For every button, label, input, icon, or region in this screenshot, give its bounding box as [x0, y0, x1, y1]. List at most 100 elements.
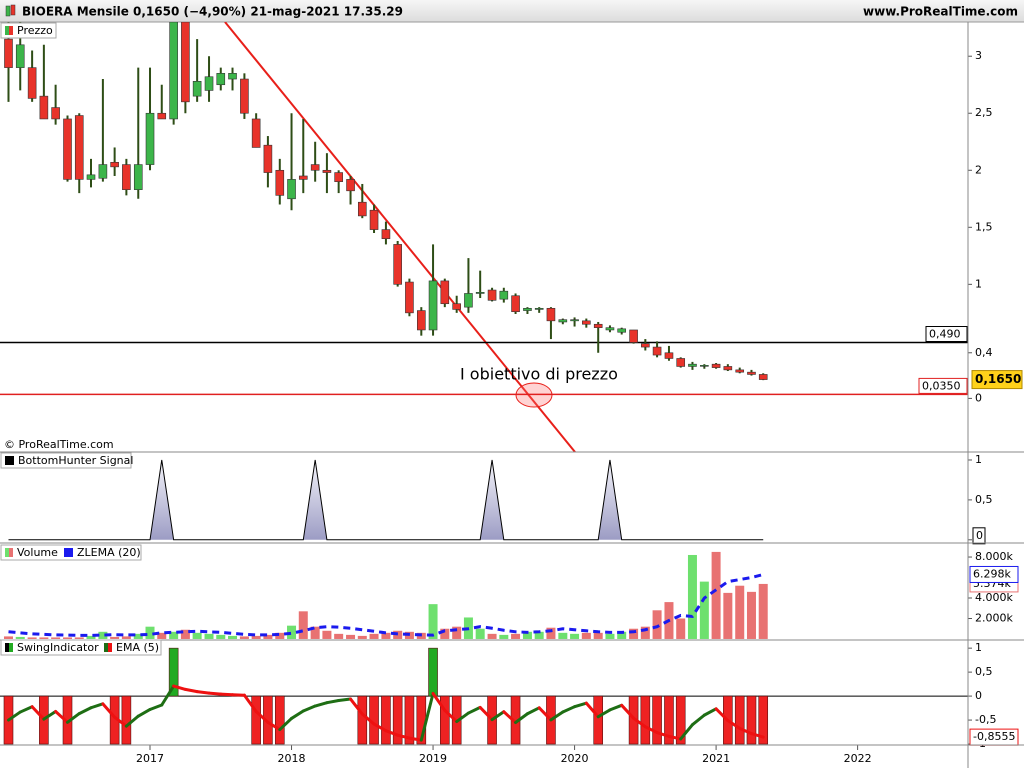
series-segment: [183, 687, 199, 694]
header-site[interactable]: www.ProRealTime.com: [863, 5, 1018, 19]
legend-icon: [9, 26, 13, 35]
y-tick-label: 3: [975, 49, 982, 62]
candle-body: [263, 144, 273, 173]
bar: [746, 591, 756, 639]
candle-body: [393, 244, 402, 285]
legend-box: [0, 452, 132, 469]
bar: [605, 633, 615, 639]
series-segment: [632, 716, 647, 729]
candle-body: [287, 179, 296, 200]
candle-body: [181, 22, 190, 103]
series-segment: [514, 712, 529, 725]
bar: [216, 634, 226, 639]
bar: [640, 626, 650, 639]
legend-label: EMA (5): [116, 641, 159, 654]
price-panel: [0, 22, 968, 452]
candle-body: [110, 161, 119, 168]
legend-icon: [64, 548, 73, 557]
y-tick-label: 0,5: [975, 665, 993, 678]
legend-icon: [5, 456, 14, 465]
series-segment: [278, 716, 294, 732]
value-label: 6.298k: [973, 567, 1011, 580]
bar: [440, 628, 450, 639]
series-segment: [160, 684, 176, 707]
value-label: 0: [976, 529, 983, 542]
legend-label: ZLEMA (20): [77, 546, 141, 559]
candle-body: [275, 169, 285, 196]
legend-label: Volume: [17, 546, 58, 559]
candle-body: [39, 95, 49, 120]
series-segment: [726, 719, 742, 730]
bar: [652, 695, 662, 745]
bar: [322, 630, 332, 639]
candle-body: [676, 358, 686, 367]
candle-body: [711, 363, 721, 368]
bar: [3, 636, 13, 639]
signal-line: [8, 459, 764, 541]
legend-label: BottomHunter Signal: [18, 454, 133, 467]
bar: [145, 626, 155, 639]
bar: [110, 636, 120, 639]
series-segment: [101, 702, 117, 719]
series-segment: [77, 706, 93, 716]
bar: [758, 695, 769, 745]
y-tick-label: 0,4: [975, 346, 993, 359]
bar: [357, 695, 368, 745]
trendline: [224, 22, 576, 452]
bar: [617, 631, 627, 639]
bar: [522, 631, 532, 639]
candle-body: [499, 290, 509, 300]
candle-body: [74, 115, 84, 180]
y-tick-label: 1: [975, 641, 982, 654]
series-segment: [490, 710, 506, 722]
candle-body: [204, 76, 214, 91]
candle-body: [523, 307, 532, 311]
candle-body: [369, 209, 379, 230]
candle-body: [86, 174, 96, 180]
y-tick-label: -0,5: [975, 713, 996, 726]
candle-body: [428, 280, 438, 331]
axes: 00,411,522,5300,512.000k4.000k8.000k-1-0…: [136, 49, 1023, 765]
series-segment: [242, 693, 258, 713]
series-segment: [124, 714, 140, 728]
series-segment: [573, 701, 588, 709]
series-segment: [148, 703, 164, 711]
signal-area: [8, 459, 764, 540]
bar: [192, 632, 202, 639]
series-segment: [525, 706, 541, 716]
bar: [51, 637, 61, 639]
bar: [381, 695, 391, 745]
y-tick-label: 1,5: [975, 220, 993, 233]
bar: [204, 633, 214, 639]
bar: [511, 633, 521, 639]
bar: [287, 625, 297, 639]
swing-panel: [0, 647, 968, 745]
series-segment: [349, 697, 364, 716]
bar: [475, 628, 485, 639]
header-icon: [10, 4, 16, 16]
bar: [629, 628, 639, 639]
series-segment: [643, 725, 659, 735]
candle-body: [700, 365, 709, 367]
series-segment: [290, 709, 305, 720]
bar: [581, 632, 591, 639]
candle-body: [735, 369, 745, 373]
x-tick-label: 2019: [419, 752, 447, 765]
candle-body: [747, 371, 756, 375]
bar: [274, 695, 285, 745]
bar: [357, 635, 367, 639]
legend-icon: [9, 548, 13, 557]
series-segment: [66, 712, 81, 724]
candle-body: [511, 295, 520, 313]
series-segment: [596, 708, 612, 719]
series-segment: [254, 709, 270, 724]
series-segment: [219, 692, 235, 697]
bar: [180, 629, 190, 639]
bar: [593, 695, 604, 745]
series-segment: [42, 709, 58, 721]
series-segment: [372, 722, 388, 733]
candle-body: [558, 319, 568, 323]
candle-body: [133, 164, 143, 190]
level-label: 0,0350: [922, 379, 961, 392]
series-segment: [738, 726, 753, 736]
